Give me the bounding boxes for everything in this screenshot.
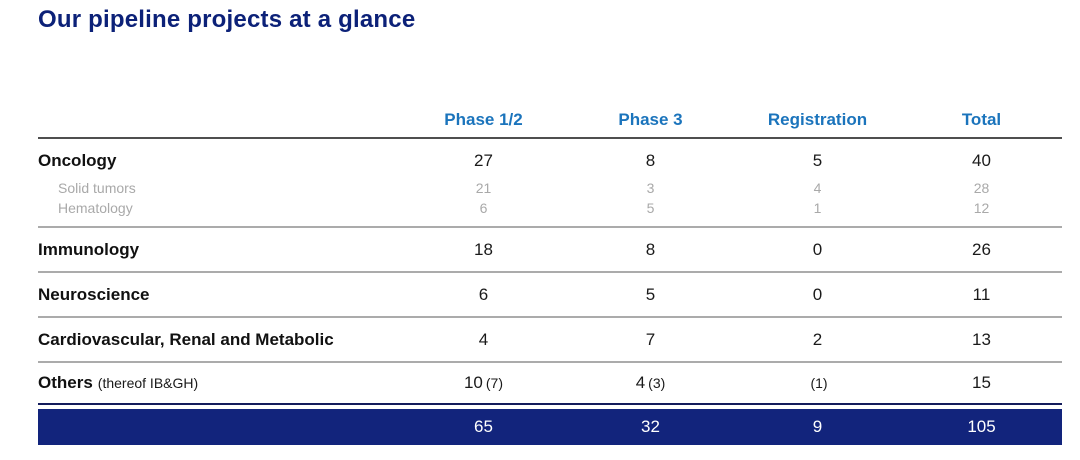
table-cell: 13 bbox=[972, 329, 991, 349]
table-cell: 4 bbox=[813, 180, 822, 196]
table-cell: 6 bbox=[479, 200, 488, 216]
table-cell: 8 bbox=[645, 239, 656, 259]
table-row-immunology: Immunology 18 8 0 26 bbox=[38, 228, 1062, 273]
table-row-oncology: Oncology 27 8 5 40 bbox=[38, 151, 1062, 178]
table-cell: 4 (3) bbox=[567, 373, 734, 393]
row-label: Cardiovascular, Renal and Metabolic bbox=[38, 329, 334, 349]
row-label: Neuroscience bbox=[38, 284, 150, 304]
column-header-registration: Registration bbox=[767, 110, 868, 129]
table-cell: 40 bbox=[972, 151, 991, 170]
cell-value: 15 bbox=[972, 373, 991, 392]
table-cell: 5 bbox=[812, 151, 823, 170]
table-cell: 11 bbox=[972, 284, 991, 304]
row-label: Oncology bbox=[38, 151, 117, 170]
table-cell: 5 bbox=[645, 284, 656, 304]
page-title: Our pipeline projects at a glance bbox=[38, 6, 416, 33]
table-total-row: 65 32 9 105 bbox=[38, 409, 1062, 445]
subrow-label: Solid tumors bbox=[58, 180, 136, 196]
table-cell: 4 bbox=[478, 329, 489, 349]
table-cell: 27 bbox=[474, 151, 493, 170]
table-cell: 28 bbox=[973, 180, 990, 196]
total-cell-phase3: 32 bbox=[641, 417, 660, 436]
table-row-neuroscience: Neuroscience 6 5 0 11 bbox=[38, 273, 1062, 318]
column-header-phase3: Phase 3 bbox=[618, 110, 683, 129]
total-cell-registration: 9 bbox=[812, 417, 823, 436]
others-label: Others bbox=[38, 373, 93, 392]
table-cell: 5 bbox=[646, 200, 655, 216]
table-cell: 1 bbox=[813, 200, 822, 216]
row-label: Immunology bbox=[38, 239, 140, 259]
table-cell: 15 bbox=[901, 373, 1062, 393]
column-header-total: Total bbox=[961, 110, 1002, 129]
cell-note: (3) bbox=[648, 375, 666, 391]
table-cell: 2 bbox=[812, 329, 823, 349]
cell-note: (1) bbox=[810, 375, 828, 391]
table-rowgroup-oncology: Oncology 27 8 5 40 Solid tumors 21 3 4 2… bbox=[38, 139, 1062, 228]
table-cell: 21 bbox=[475, 180, 492, 196]
table-cell: 7 bbox=[645, 329, 656, 349]
others-label-note: (thereof IB&GH) bbox=[97, 375, 199, 391]
table-header-row: Phase 1/2 Phase 3 Registration Total bbox=[38, 108, 1062, 139]
table-subrow-solid-tumors: Solid tumors 21 3 4 28 bbox=[38, 178, 1062, 198]
column-header-phase12: Phase 1/2 bbox=[444, 110, 523, 129]
subrow-label: Hematology bbox=[58, 200, 133, 216]
total-cell-total: 105 bbox=[967, 417, 996, 436]
table-cell: 26 bbox=[972, 239, 991, 259]
table-cell: 0 bbox=[812, 239, 823, 259]
table-cell: 6 bbox=[478, 284, 489, 304]
table-row-cardiovascular: Cardiovascular, Renal and Metabolic 4 7 … bbox=[38, 318, 1062, 363]
table-cell: 8 bbox=[645, 151, 656, 170]
cell-note: (7) bbox=[485, 375, 504, 391]
table-cell: 12 bbox=[973, 200, 990, 216]
row-label: Others (thereof IB&GH) bbox=[38, 373, 400, 393]
table-row-others: Others (thereof IB&GH) 10 (7) 4 (3) (1) 15 bbox=[38, 363, 1062, 405]
table-cell: (1) bbox=[734, 373, 901, 393]
table-cell: 0 bbox=[812, 284, 823, 304]
table-cell: 3 bbox=[646, 180, 655, 196]
table-cell: 10 (7) bbox=[400, 373, 567, 393]
total-cell-phase12: 65 bbox=[474, 417, 493, 436]
cell-value: 4 bbox=[635, 373, 646, 392]
table-cell: 18 bbox=[474, 239, 493, 259]
cell-value: 10 bbox=[463, 373, 483, 392]
pipeline-table: Phase 1/2 Phase 3 Registration Total Onc… bbox=[38, 108, 1062, 445]
table-subrow-hematology: Hematology 6 5 1 12 bbox=[38, 198, 1062, 218]
